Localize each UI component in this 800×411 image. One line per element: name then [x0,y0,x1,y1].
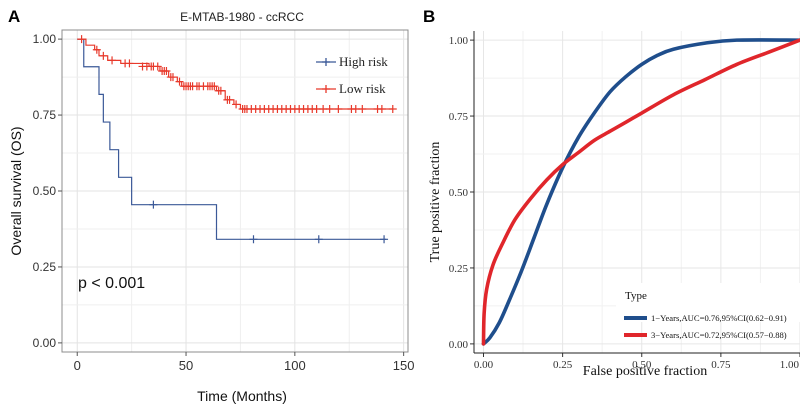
roc-x-tick-label: 0.50 [632,359,652,371]
roc-legend-background [616,283,800,322]
km-legend-label-low-risk: Low risk [339,81,386,96]
km-censor-mark-low-risk [358,104,367,113]
km-x-tick-label: 150 [393,358,415,373]
km-legend-item-low-risk: Low risk [316,81,386,96]
km-series [77,35,397,244]
km-y-tick-label: 1.00 [33,32,57,46]
roc-x-tick-label: 1.00 [780,359,800,371]
km-censor-mark-low-risk [77,35,86,44]
roc-y-tick-label: 0.00 [449,339,469,351]
roc-legend-label-3-year: 3−Years,AUC=0.72,95%CI(0.57−0.88) [651,330,787,340]
roc-legend-item-1-year: 1−Years,AUC=0.76,95%CI(0.62−0.91) [624,313,787,323]
roc-x-axis-label: False positive fraction [583,364,707,379]
km-legend-label-high-risk: High risk [339,54,388,69]
km-y-axis-label: Overall survival (OS) [8,126,24,255]
km-censor-mark-low-risk [92,45,101,54]
km-censor-mark-high-risk [149,200,158,209]
km-grid [62,30,408,352]
km-censor-mark-low-risk [388,104,397,113]
km-axis-ticks: 0 50 100 150 0.00 0.25 0.50 0.75 1.00 [33,32,415,373]
km-curve-low-risk [77,38,393,110]
km-censor-mark-low-risk [232,100,241,109]
km-censor-mark-low-risk [125,59,134,68]
km-censor-mark-low-risk [334,104,343,113]
km-title: E-MTAB-1980 - ccRCC [180,10,304,24]
km-x-tick-label: 50 [179,358,193,373]
km-censor-mark-low-risk [175,77,184,86]
km-legend-marker-high-risk [322,58,330,66]
roc-y-tick-label: 0.50 [449,187,469,199]
km-legend-item-high-risk: High risk [316,54,388,69]
roc-x-tick-label: 0.25 [553,359,573,371]
km-x-axis-label: Time (Months) [197,388,287,404]
km-curve-high-risk [77,38,387,240]
roc-y-tick-label: 0.25 [449,263,469,275]
panel-a-label: A [8,7,20,26]
roc-y-tick-label: 1.00 [449,35,469,47]
km-x-tick-label: 100 [284,358,306,373]
km-censor-mark-low-risk [216,86,225,95]
roc-chart: 0.00 0.25 0.50 0.75 1.00 0.00 0.25 0.50 0.75 1.00… [428,31,800,379]
km-censor-mark-low-risk [377,104,386,113]
km-y-tick-label: 0.50 [33,184,57,198]
km-censor-mark-low-risk [168,73,177,82]
roc-x-tick-label: 0.00 [474,359,494,371]
km-censor-mark-low-risk [162,67,171,76]
km-survival-chart: E-MTAB-1980 - ccRCC 0 50 100 150 0.00 0.25 0.5… [8,10,414,404]
km-y-tick-label: 0.25 [33,260,57,274]
roc-legend-item-3-year: 3−Years,AUC=0.72,95%CI(0.57−0.88) [624,330,787,340]
km-legend-marker-low-risk [322,85,330,93]
km-censor-mark-low-risk [325,104,334,113]
km-p-value: p < 0.001 [78,275,145,292]
roc-curve-3-year [481,38,800,346]
roc-y-tick-label: 0.75 [449,111,469,123]
roc-axis-ticks: 0.00 0.25 0.50 0.75 1.00 0.00 0.25 0.50 0.75 1.00 [449,35,800,371]
km-censor-mark-high-risk [380,235,389,244]
km-censor-mark-low-risk [153,62,162,71]
roc-series [481,38,800,346]
km-y-tick-label: 0.00 [33,336,57,350]
roc-curve-1-year [481,38,800,346]
km-censor-mark-low-risk [210,82,219,91]
km-censor-mark-low-risk [108,56,117,65]
roc-x-tick-label: 0.75 [711,359,731,371]
km-censor-mark-low-risk [225,95,234,104]
km-censor-mark-low-risk [99,51,108,60]
roc-legend: Type 1−Years,AUC=0.76,95%CI(0.62−0.91) 3… [616,283,800,340]
km-legend: High risk Low risk [316,54,388,96]
km-y-tick-label: 0.75 [33,108,57,122]
roc-legend-title: Type [625,290,647,302]
km-censor-mark-high-risk [314,235,323,244]
roc-legend-label-1-year: 1−Years,AUC=0.76,95%CI(0.62−0.91) [651,313,787,323]
panel-b-label: B [423,7,435,26]
km-censor-mark-high-risk [249,235,258,244]
roc-y-axis-label: True positive fraction [428,142,443,263]
km-x-tick-label: 0 [74,358,81,373]
